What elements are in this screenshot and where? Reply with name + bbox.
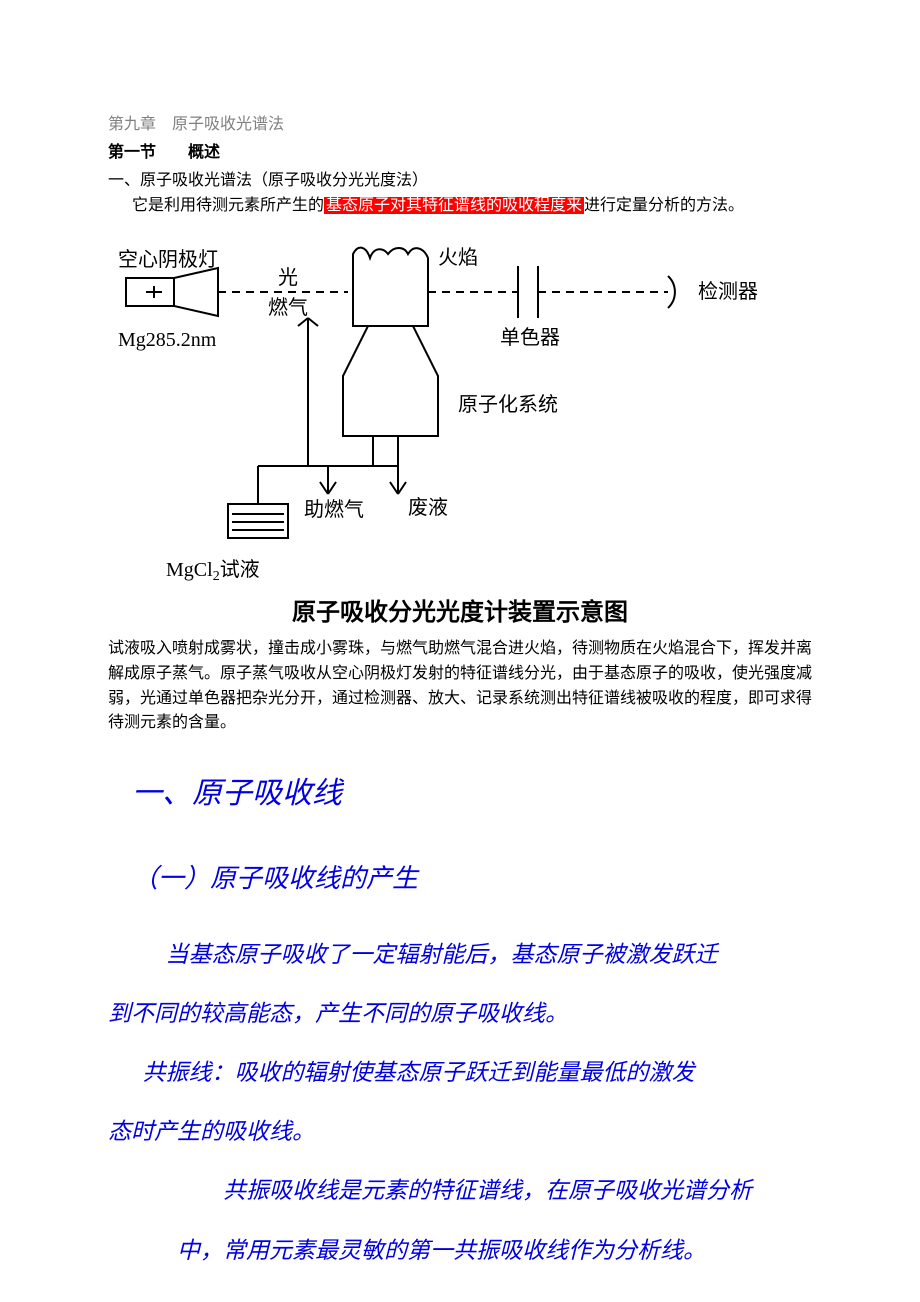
hw-para1-line1: 当基态原子吸收了一定辐射能后，基态原子被激发跃迁	[108, 927, 812, 982]
apparatus-diagram: 空心阴极灯 Mg285.2nm 光 燃气 火焰 单色器 检测器 原子化系统	[108, 236, 798, 586]
hw-para3-line1: 共振吸收线是元素的特征谱线，在原子吸收光谱分析	[108, 1163, 812, 1218]
section-title: 第一节 概述	[108, 138, 812, 162]
atomizer-label: 原子化系统	[458, 393, 558, 416]
diagram-svg: 空心阴极灯 Mg285.2nm 光 燃气 火焰 单色器 检测器 原子化系统	[108, 236, 798, 586]
solution-label: MgCl2试液	[166, 558, 260, 584]
intro-highlight: 基态原子对其特征谱线的吸收程度来	[324, 197, 584, 214]
hw-para3-line2: 中，常用元素最灵敏的第一共振吸收线作为分析线。	[108, 1223, 812, 1278]
light-label: 光	[278, 266, 298, 289]
description-paragraph: 试液吸入喷射成雾状，撞击成小雾珠，与燃气助燃气混合进火焰，待测物质在火焰混合下，…	[108, 637, 812, 736]
intro-prefix: 它是利用待测元素所产生的	[132, 197, 324, 214]
diagram-title: 原子吸收分光光度计装置示意图	[108, 592, 812, 627]
hw-para1-line2: 到不同的较高能态，产生不同的原子吸收线。	[108, 986, 812, 1041]
flame-label: 火焰	[438, 246, 478, 269]
detector-label: 检测器	[698, 280, 758, 303]
intro-suffix: 进行定量分析的方法。	[584, 197, 744, 214]
sub-title: 一、原子吸收光谱法（原子吸收分光光度法）	[108, 166, 812, 190]
hw-para2-line1: 共振线：吸收的辐射使基态原子跃迁到能量最低的激发	[108, 1045, 812, 1100]
handwritten-section: 一、原子吸收线 （一）原子吸收线的产生 当基态原子吸收了一定辐射能后，基态原子被…	[108, 758, 812, 1278]
fuel-label: 燃气	[268, 296, 308, 319]
hw-heading-1: 一、原子吸收线	[108, 758, 812, 830]
waste-label: 废液	[408, 496, 448, 519]
lamp-label: 空心阴极灯	[118, 248, 218, 271]
hw-heading-2: （一）原子吸收线的产生	[108, 848, 812, 910]
wavelength-label: Mg285.2nm	[118, 329, 217, 351]
monochromator-label: 单色器	[500, 326, 560, 349]
chapter-title: 第九章 原子吸收光谱法	[108, 110, 812, 134]
intro-sentence: 它是利用待测元素所产生的基态原子对其特征谱线的吸收程度来进行定量分析的方法。	[108, 194, 812, 218]
oxidant-label: 助燃气	[304, 498, 364, 521]
hw-para2-line2: 态时产生的吸收线。	[108, 1104, 812, 1159]
